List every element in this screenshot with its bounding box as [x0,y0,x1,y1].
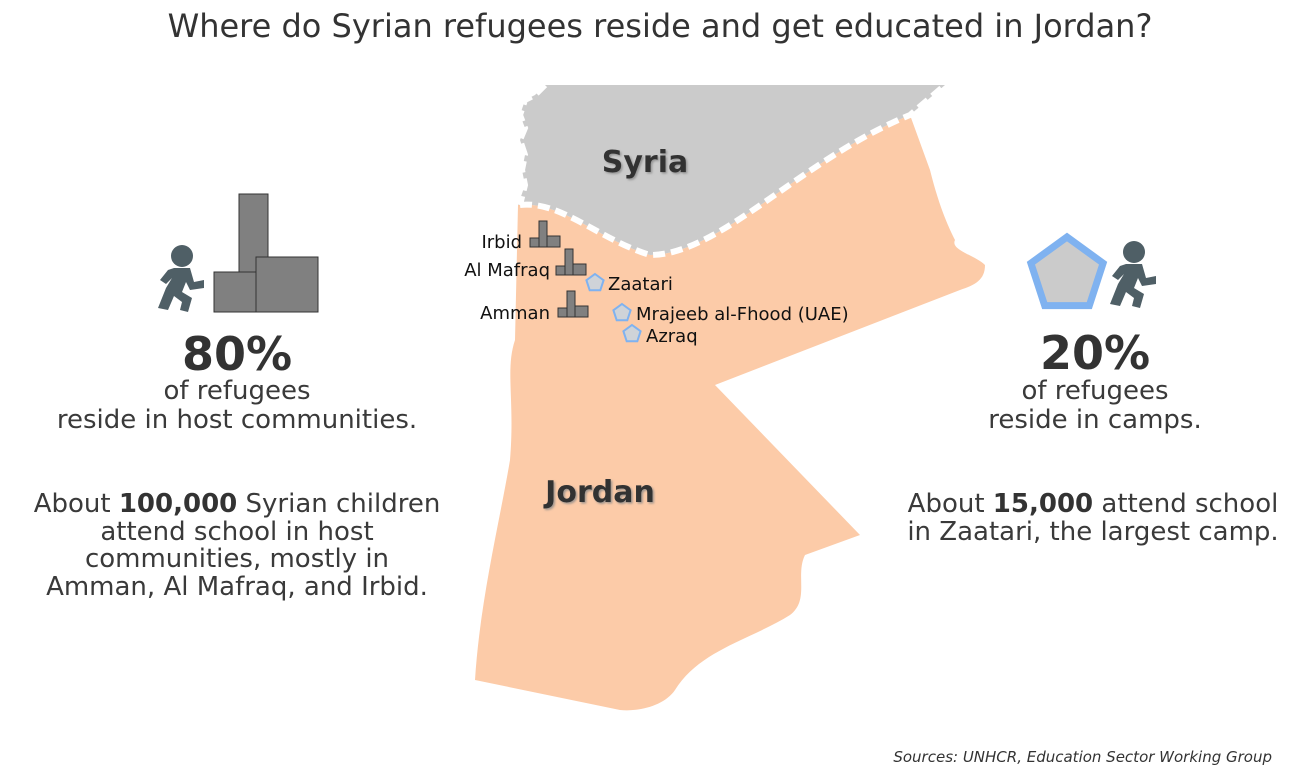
caption: reside in host communities. [57,405,417,435]
camp-label: Azraq [646,326,698,347]
country-label: Jordan [543,475,655,510]
source: Sources: UNHCR, Education Sector Working… [893,748,1272,765]
share: 80% [182,327,292,381]
camp-label: Mrajeeb al-Fhood (UAE) [636,304,849,325]
lead: About [34,489,111,519]
person-icon [158,245,204,312]
schooling-line: in Zaatari, the largest camp. [907,517,1278,547]
caption: of refugees [163,376,310,406]
text: attend school [1101,489,1278,519]
map: Syria Jordan Irbid Al Mafraq Amman Zaata… [464,82,985,711]
title: Where do Syrian refugees reside and get … [168,7,1153,45]
schooling-line: attend school in host [100,517,373,547]
caption: of refugees [1021,376,1168,406]
city-label: Irbid [481,232,522,253]
schooling-line: Amman, Al Mafraq, and Irbid. [46,572,428,602]
camp-icon [622,323,642,343]
figure: 100,000 [119,489,237,519]
schooling-line: communities, mostly in [85,544,389,574]
camps-panel: 20% of refugees reside in camps. About 1… [907,232,1279,547]
border [516,82,947,259]
syria-shape [518,85,945,255]
person-icon [1110,241,1156,308]
city-label: Amman [480,303,550,324]
schooling-line: About 15,000 attend school [908,489,1279,519]
text: Syrian children [246,489,441,519]
lead: About [908,489,985,519]
camp-icon [1026,232,1108,310]
host-communities-panel: 80% of refugees reside in host communiti… [34,193,441,602]
figure: 15,000 [993,489,1093,519]
share: 20% [1040,326,1150,380]
country-label: Syria [602,145,688,180]
building-icon [213,271,260,313]
city-label: Al Mafraq [464,260,550,281]
camp-icon [585,272,605,292]
camp-icon [612,302,632,322]
jordan-shape [475,115,985,711]
building-icon [255,256,319,313]
schooling-line: About 100,000 Syrian children [34,489,441,519]
caption: reside in camps. [988,405,1201,435]
camp-label: Zaatari [608,274,673,295]
